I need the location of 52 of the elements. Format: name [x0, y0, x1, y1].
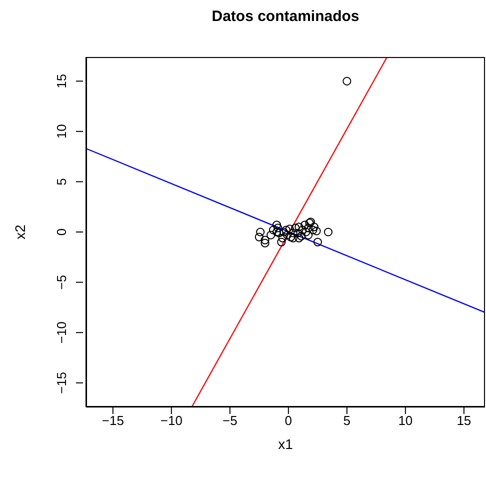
point [285, 224, 294, 234]
point [304, 224, 313, 232]
x-tick-label: 5 [343, 413, 351, 428]
x-axis-title: x1 [277, 436, 294, 452]
point [274, 224, 282, 232]
point [288, 234, 298, 242]
point [279, 228, 288, 236]
y-tick-label: 10 [54, 124, 69, 139]
point [313, 238, 322, 246]
point [304, 230, 313, 240]
point [302, 228, 310, 236]
point [294, 222, 304, 232]
point [312, 226, 321, 236]
y-tick-label: 0 [54, 228, 69, 236]
point [296, 232, 306, 240]
x-tick-label: −10 [160, 413, 182, 428]
x-tick-label: 0 [284, 413, 292, 428]
y-tick-label: 5 [54, 178, 69, 186]
y-tick-label: 15 [54, 74, 69, 88]
point [272, 220, 282, 230]
point [282, 230, 292, 240]
point [256, 228, 265, 236]
point [266, 230, 276, 240]
point [286, 232, 296, 242]
point [293, 228, 302, 238]
y-tick-label: −15 [54, 372, 69, 394]
x-tick-label: −15 [102, 413, 124, 428]
point [308, 226, 318, 234]
chart-title: Datos contaminados [210, 8, 360, 25]
point [254, 232, 264, 242]
point [300, 220, 310, 230]
x-tick-label: 10 [398, 413, 413, 428]
point [288, 228, 298, 238]
point [277, 238, 286, 246]
x-tick-label: −5 [222, 413, 238, 428]
y-tick-label: −5 [54, 274, 69, 290]
point [294, 234, 304, 242]
point [342, 76, 352, 86]
point [278, 234, 287, 242]
point [324, 228, 333, 236]
point [298, 226, 307, 234]
y-tick-label: −10 [54, 322, 69, 344]
point [282, 226, 290, 234]
point [310, 222, 318, 232]
point [260, 238, 270, 248]
point [274, 228, 284, 238]
y-axis-title: x2 [12, 224, 28, 240]
x-tick-label: 15 [456, 413, 472, 428]
point [260, 236, 270, 244]
point [268, 226, 278, 234]
point [291, 224, 300, 232]
point [272, 228, 282, 236]
